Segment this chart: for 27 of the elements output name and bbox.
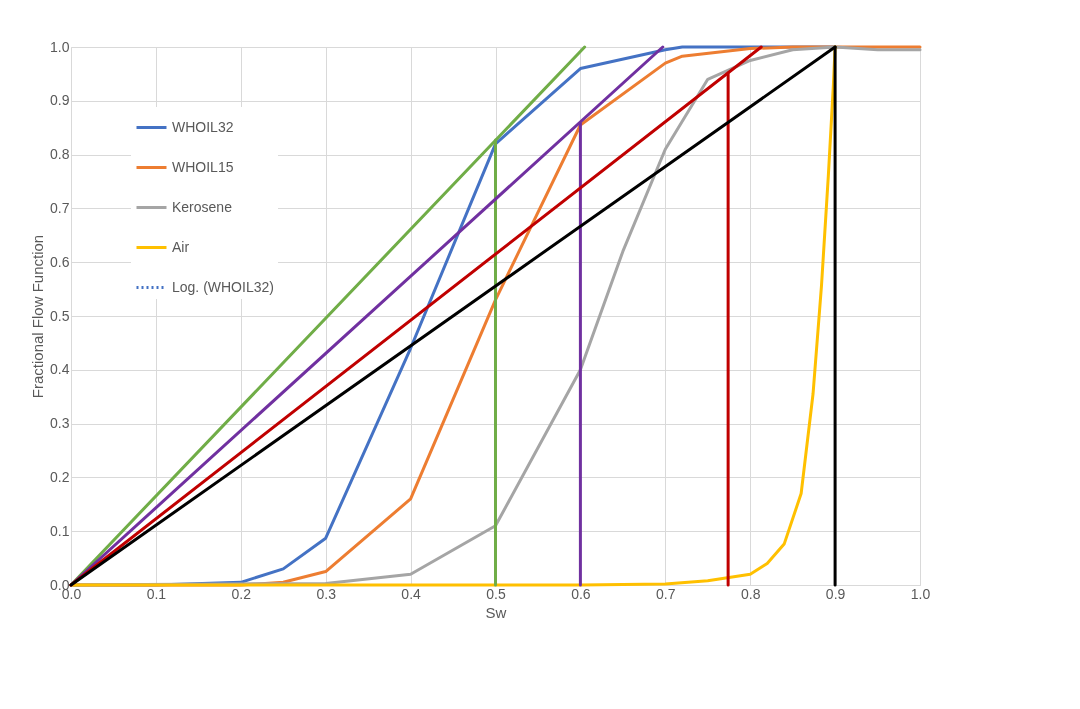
x-tick-label: 0.8	[740, 585, 761, 602]
y-tick-label: 0.9	[50, 92, 70, 109]
x-tick-label: 0.7	[656, 585, 676, 602]
legend-label: Kerosene	[172, 198, 233, 215]
legend-label: Air	[172, 238, 190, 255]
x-axis-title: Sw	[485, 603, 507, 621]
x-tick-label: 0.4	[401, 585, 422, 602]
y-tick-label: 0.7	[50, 199, 70, 216]
x-tick-label: 0.5	[486, 585, 506, 602]
y-tick-label: 0.8	[50, 146, 70, 163]
y-axis-title: Fractional Flow Function	[29, 234, 47, 399]
x-tick-label: 1.0	[910, 585, 931, 602]
x-tick-label: 0.6	[571, 585, 591, 602]
x-tick-label: 0.3	[316, 585, 337, 602]
legend-label: WHOIL32	[172, 118, 234, 135]
y-tick-label: 0.3	[50, 415, 70, 432]
y-tick-label: 0.2	[50, 468, 70, 485]
x-tick-label: 0.9	[825, 585, 846, 602]
y-tick-label: 0.1	[50, 522, 70, 539]
legend-label: WHOIL15	[172, 158, 234, 175]
y-tick-label: 1.0	[50, 38, 70, 55]
x-tick-label: 0.1	[146, 585, 167, 602]
y-tick-label: 0.4	[50, 361, 70, 378]
x-tick-label: 0.2	[231, 585, 252, 602]
y-tick-label: 0.6	[50, 253, 70, 270]
y-tick-label: 0.5	[50, 307, 70, 324]
legend-label: Log. (WHOIL32)	[172, 278, 274, 295]
